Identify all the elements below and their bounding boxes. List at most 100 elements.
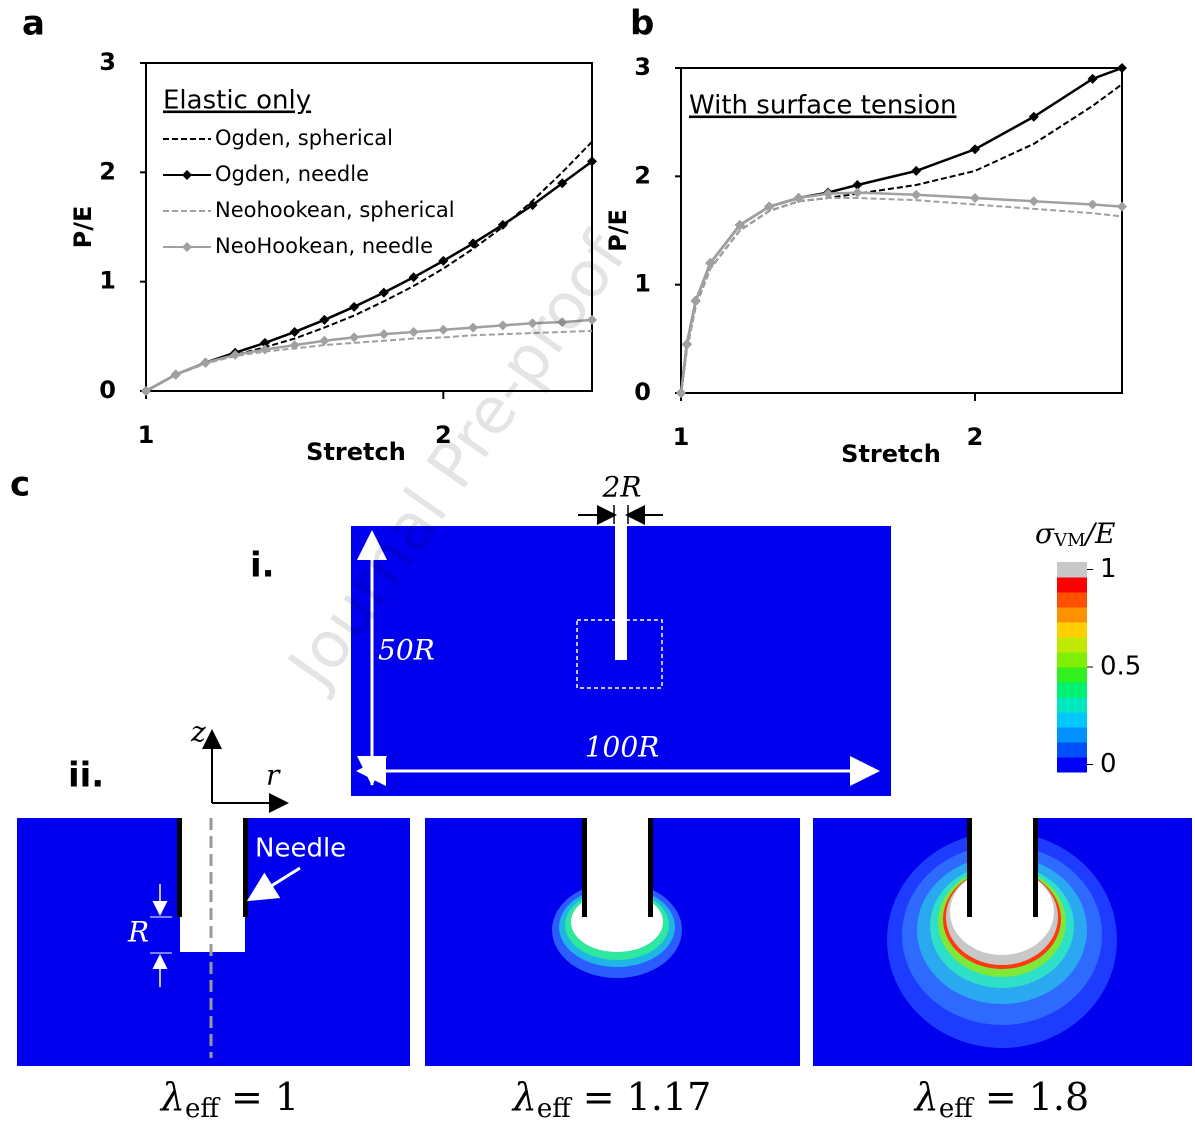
marker (1087, 199, 1098, 210)
panel-letter: c (10, 465, 30, 505)
marker (438, 255, 449, 266)
y-tick-label: 2 (634, 161, 651, 189)
legend-label: Neohookean, spherical (215, 198, 455, 222)
plot-frame (680, 67, 1123, 394)
x-axis-label: Stretch (841, 440, 941, 468)
panel-letter: a (22, 4, 45, 44)
width-label: 2R (602, 471, 642, 504)
y-tick-label: 1 (634, 270, 651, 298)
caption: λeff = 1.8 (913, 1075, 1089, 1125)
marker (1028, 196, 1039, 207)
colorbar-swatch (1057, 697, 1087, 713)
marker (676, 388, 686, 398)
marker (497, 219, 508, 230)
sub-label: i. (250, 546, 275, 586)
y-tick-label: 0 (634, 378, 651, 406)
marker (527, 200, 538, 211)
colorbar-swatch (1057, 682, 1087, 698)
x-tick-label: 1 (138, 421, 155, 449)
marker (734, 220, 745, 231)
caption-subscript: eff (185, 1094, 221, 1124)
marker (497, 320, 508, 331)
marker (408, 272, 419, 283)
length-label: 100R (585, 731, 660, 764)
marker (1117, 63, 1127, 73)
marker (527, 318, 538, 329)
marker (319, 314, 330, 325)
marker (587, 314, 597, 325)
marker (764, 201, 775, 212)
marker (378, 287, 389, 298)
marker (200, 357, 211, 368)
marker (911, 165, 922, 176)
marker (438, 324, 449, 335)
caption-value: = 1 (219, 1075, 299, 1119)
marker (230, 349, 241, 360)
domain-ii-1 (17, 729, 410, 1066)
caption-symbol: λ (159, 1075, 185, 1119)
captions: λeff = 1 λeff = 1.17 λeff = 1.8 (159, 1075, 1089, 1125)
legend-marker (182, 170, 192, 180)
caption-subscript: eff (537, 1094, 573, 1124)
y-tick-label: 3 (99, 48, 116, 76)
colorbar-swatch (1057, 742, 1087, 758)
marker (852, 187, 863, 198)
caption-symbol: λ (913, 1075, 939, 1119)
panel-letter: b (630, 4, 654, 44)
x-tick-label: 2 (435, 421, 452, 449)
legend-label: Ogden, spherical (215, 126, 393, 150)
colorbar-swatch (1057, 562, 1087, 578)
marker (1117, 201, 1127, 212)
domain-ii-3 (813, 818, 1192, 1066)
y-tick-label: 2 (99, 157, 116, 185)
radius-label: R (127, 916, 149, 949)
y-tick-label: 0 (99, 376, 116, 404)
domain-ii-2 (425, 818, 800, 1066)
plot-frame (145, 62, 593, 392)
sub-label: ii. (68, 756, 104, 796)
colorbar-swatch (1057, 637, 1087, 653)
y-axis-label: P/E (604, 209, 632, 252)
colorbar-swatch (1057, 607, 1087, 623)
series-line (680, 197, 1123, 394)
marker (349, 332, 360, 343)
legend-marker (182, 242, 192, 252)
marker (705, 258, 716, 268)
colorbar-swatch (1057, 622, 1087, 638)
caption-value: = 1.17 (571, 1075, 712, 1119)
marker (289, 326, 300, 337)
axis-label: r (266, 759, 281, 792)
marker (468, 322, 479, 333)
x-tick-label: 2 (967, 423, 984, 451)
marker (289, 340, 300, 351)
x-tick-label: 1 (673, 423, 690, 451)
colorbar-swatch (1057, 577, 1087, 593)
domain-i (351, 505, 891, 796)
marker (319, 335, 330, 346)
x-axis-label: Stretch (306, 438, 406, 466)
marker (408, 326, 419, 337)
marker (681, 339, 692, 350)
marker (378, 329, 389, 340)
colorbar-title: σVM/E (1035, 517, 1115, 552)
marker (141, 386, 151, 396)
marker (793, 193, 804, 203)
colorbar: 00.51 (1057, 554, 1141, 779)
marker (557, 178, 568, 189)
marker (970, 193, 980, 203)
colorbar-swatch (1057, 712, 1087, 728)
caption-value: = 1.8 (973, 1075, 1089, 1119)
series-line (680, 83, 1123, 394)
marker (1087, 73, 1098, 84)
marker (970, 144, 980, 155)
axis-label: z (190, 716, 206, 749)
y-tick-label: 3 (634, 53, 651, 81)
colorbar-swatch (1057, 667, 1087, 683)
y-axis-label: P/E (69, 206, 97, 249)
annotation: Elastic only (163, 86, 311, 116)
y-tick-label: 1 (99, 267, 116, 295)
marker (170, 369, 181, 380)
caption-subscript: eff (939, 1094, 975, 1124)
